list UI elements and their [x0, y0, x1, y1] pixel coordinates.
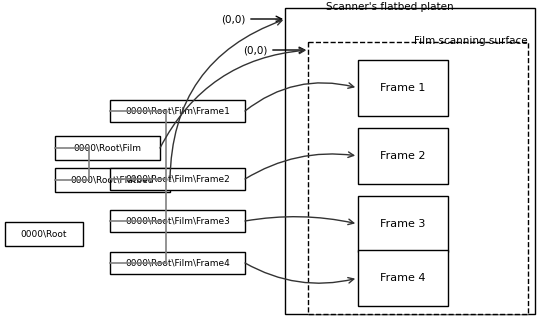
Bar: [358, 196, 448, 252]
Bar: [358, 60, 448, 116]
Text: 0000\Root\Film: 0000\Root\Film: [74, 144, 142, 153]
Bar: [358, 250, 448, 306]
Text: Film scanning surface: Film scanning surface: [414, 36, 528, 46]
Text: Frame 1: Frame 1: [380, 83, 426, 93]
Text: (0,0): (0,0): [222, 14, 246, 24]
Text: 0000\Root: 0000\Root: [21, 230, 67, 239]
Text: 0000\Root\Flatbed: 0000\Root\Flatbed: [71, 175, 154, 185]
Bar: [358, 128, 448, 184]
Text: (0,0): (0,0): [243, 45, 268, 55]
Bar: [308, 42, 528, 314]
Text: 0000\Root\Film\Frame1: 0000\Root\Film\Frame1: [125, 107, 230, 116]
Bar: [110, 210, 245, 232]
Text: 0000\Root\Film\Frame3: 0000\Root\Film\Frame3: [125, 216, 230, 225]
Text: 0000\Root\Film\Frame2: 0000\Root\Film\Frame2: [125, 175, 230, 184]
Bar: [55, 168, 170, 192]
Bar: [285, 8, 535, 314]
Text: Frame 2: Frame 2: [380, 151, 426, 161]
Bar: [5, 222, 83, 246]
Bar: [110, 168, 245, 190]
Text: Frame 3: Frame 3: [380, 219, 426, 229]
Text: 0000\Root\Film\Frame4: 0000\Root\Film\Frame4: [125, 259, 230, 268]
Bar: [110, 100, 245, 122]
Bar: [110, 252, 245, 274]
Text: Scanner's flatbed platen: Scanner's flatbed platen: [326, 2, 454, 12]
Bar: [55, 136, 160, 160]
Text: Frame 4: Frame 4: [380, 273, 426, 283]
